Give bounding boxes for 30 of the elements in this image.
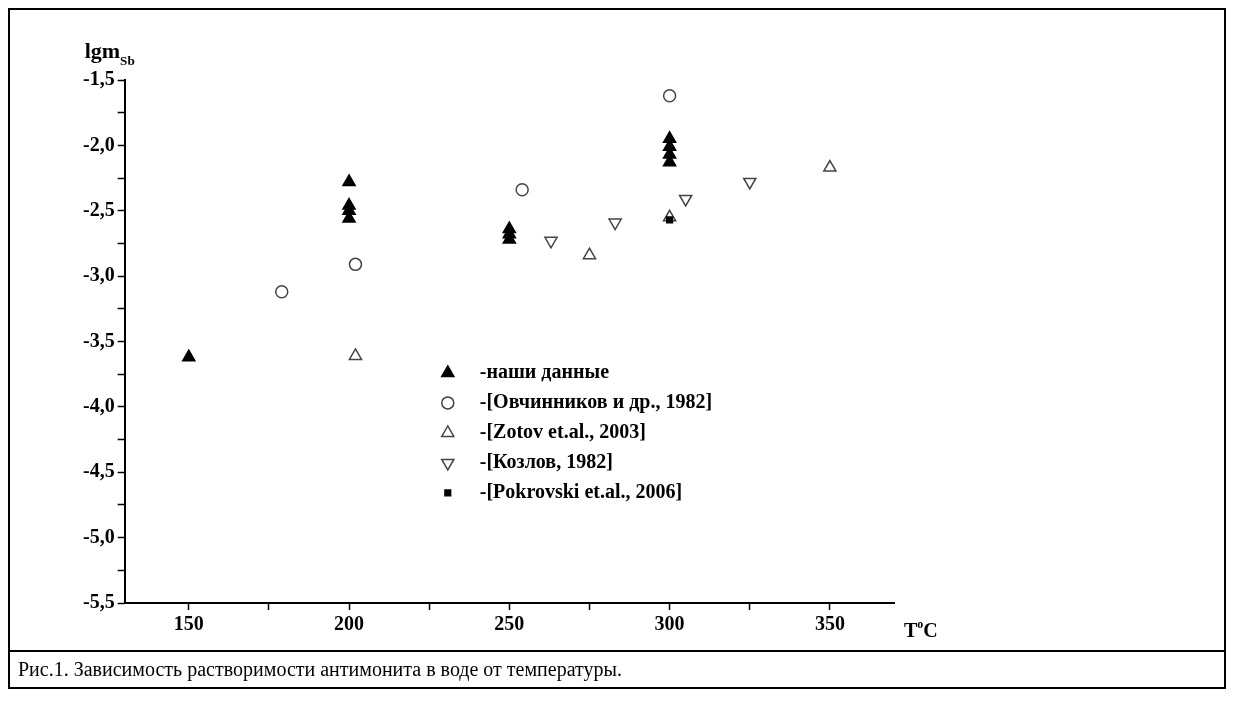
legend-label: -[Козлов, 1982]: [479, 450, 613, 473]
x-tick-label: 250: [494, 612, 525, 635]
legend-label: -[Zotov et.al., 2003]: [479, 420, 646, 443]
point: [823, 159, 837, 172]
point: [582, 247, 597, 260]
point: [662, 88, 677, 103]
point: [348, 257, 363, 272]
point: [274, 285, 289, 299]
legend-label: -наши данные: [479, 360, 610, 383]
y-tick-label: -5,0: [82, 524, 115, 547]
y-tick-label: -4,5: [82, 459, 115, 482]
y-tick-label: -4,0: [82, 394, 115, 417]
legend-label: -[Овчинников и др., 1982]: [479, 390, 713, 414]
point: [348, 348, 363, 361]
text: Рис.1. Зависимость растворимости антимонита в воде от температуры.: [10, 650, 1224, 687]
y-tick-label: -5,5: [82, 590, 115, 613]
y-tick-label: -3,5: [82, 328, 115, 351]
point: [342, 174, 356, 187]
point: [666, 216, 674, 224]
x-tick-label: 300: [654, 612, 685, 635]
y-tick-label: -1,5: [82, 67, 115, 90]
legend-label: -[Pokrovski et.al., 2006]: [479, 480, 683, 503]
x-tick-label: 200: [334, 612, 365, 635]
x-tick-label: 350: [814, 612, 845, 635]
point: [515, 183, 529, 197]
y-tick-label: -3,0: [82, 263, 115, 286]
y-tick-label: -2,0: [82, 132, 115, 155]
y-tick-label: -2,5: [82, 197, 115, 220]
point: [181, 349, 196, 362]
x-tick-label: 150: [173, 612, 204, 635]
